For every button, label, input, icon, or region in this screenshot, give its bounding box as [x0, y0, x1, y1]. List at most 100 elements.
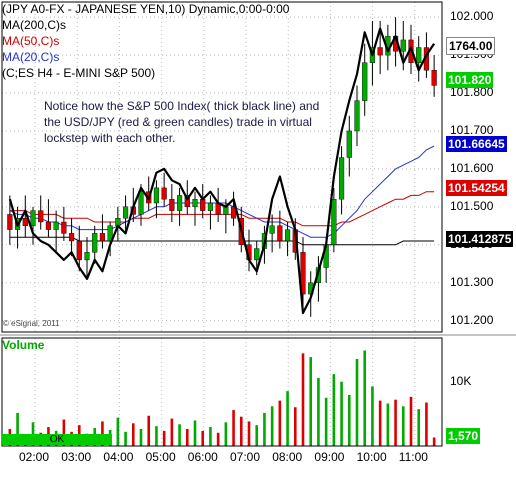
volume-panel-border: [1, 337, 443, 447]
volume-bar: [263, 412, 266, 446]
ma50-price-tag: 101.54254: [446, 180, 507, 196]
ma20-price-tag: 101.66645: [446, 136, 507, 152]
volume-bar: [155, 426, 158, 446]
volume-bar: [209, 427, 212, 446]
volume-bars: [8, 350, 436, 446]
volume-bar: [301, 353, 305, 446]
volume-bar: [216, 432, 220, 446]
volume-bar: [16, 412, 19, 446]
candle-up: [338, 157, 345, 200]
candle-up: [30, 210, 36, 226]
volume-bar: [386, 403, 390, 446]
candle-up: [115, 218, 121, 226]
volume-last-tag: 1,570: [446, 428, 481, 444]
x-tick-label: 11:00: [398, 450, 428, 464]
volume-bar: [394, 399, 397, 446]
candle-down: [61, 221, 67, 234]
volume-bar: [170, 418, 174, 446]
candle-up: [122, 206, 129, 219]
volume-bar: [363, 350, 367, 446]
volume-bar: [371, 386, 374, 446]
candle-down: [184, 195, 190, 208]
candle-down: [277, 225, 283, 242]
candle-up: [223, 206, 229, 215]
volume-bar: [340, 381, 343, 446]
volume-bar: [239, 416, 243, 446]
candle-down: [38, 210, 44, 223]
candle-up: [207, 202, 214, 211]
candle-up: [153, 187, 160, 204]
candle-up: [138, 191, 144, 215]
volume-bar: [417, 409, 421, 446]
x-tick-label: 03:00: [61, 450, 92, 464]
es-last-price-tag: 1764.00: [446, 37, 496, 55]
candle-down: [300, 252, 306, 295]
volume-bar: [201, 430, 205, 446]
volume-bar: [247, 421, 251, 446]
candle-down: [22, 218, 28, 226]
candle-up: [107, 225, 113, 242]
candle-up: [254, 248, 260, 261]
candle-down: [45, 221, 52, 230]
ma50-line: [9, 191, 435, 227]
es-line-series: [8, 27, 436, 315]
x-tick-label: 08:00: [272, 450, 303, 464]
volume-bar: [131, 423, 135, 446]
volume-bar: [332, 374, 336, 446]
candle-up: [53, 221, 59, 230]
legend-ma200: MA(200,C)s: [2, 18, 67, 32]
candle-down: [161, 187, 167, 200]
volume-bar: [355, 359, 359, 446]
volume-bar: [193, 420, 197, 446]
ma20-line: [9, 145, 435, 238]
volume-bar: [62, 419, 66, 446]
moving-average-lines: [9, 145, 435, 246]
volume-bar: [425, 402, 428, 446]
legend-ma20: MA(20,C)s: [2, 50, 60, 64]
y-tick-label: 102.000: [450, 9, 494, 24]
volume-bar: [185, 428, 189, 446]
y-tick-label: 101.500: [450, 198, 494, 213]
legend-es: (C;ES H4 - E-MINI S&P 500): [2, 66, 156, 80]
legend-title: (JPY A0-FX - JAPANESE YEN,10) Dynamic,0:…: [2, 2, 290, 16]
candle-up: [400, 39, 406, 52]
volume-bar: [147, 415, 151, 446]
candle-down: [68, 233, 75, 242]
volume-bar: [124, 431, 127, 446]
candle-up: [362, 62, 368, 101]
ma200-price-tag: 101.412875: [446, 231, 514, 247]
candle-up: [192, 199, 198, 208]
volume-bar: [224, 422, 228, 446]
candle-down: [99, 233, 106, 242]
volume-bar: [309, 357, 313, 446]
volume-bar: [317, 377, 320, 446]
y-tick-label: 101.700: [450, 122, 494, 137]
y-tick-label: 101.800: [450, 85, 494, 100]
candle-up: [176, 195, 183, 211]
grid-lines: [2, 2, 442, 446]
volume-bar: [116, 417, 120, 446]
x-tick-label: 09:00: [314, 450, 345, 464]
candle-down: [76, 240, 82, 261]
last-price-tag: 101.820: [446, 72, 494, 88]
volume-bar: [324, 397, 328, 446]
x-tick-label: 07:00: [230, 450, 261, 464]
volume-bar: [378, 400, 382, 446]
price-panel-border: [1, 1, 443, 333]
candle-up: [416, 47, 422, 63]
volume-bar: [255, 425, 259, 446]
x-tick-label: 05:00: [145, 450, 176, 464]
candle-up: [354, 100, 360, 132]
candle-down: [7, 214, 13, 230]
volume-bar: [101, 421, 104, 446]
volume-bar: [278, 400, 282, 446]
candle-down: [169, 199, 175, 211]
volume-title: Volume: [2, 338, 45, 352]
volume-bar: [232, 410, 235, 446]
candle-down: [431, 70, 437, 86]
x-tick-label: 10:00: [356, 450, 387, 464]
volume-bar: [401, 406, 405, 446]
candle-up: [84, 252, 90, 261]
x-tick-label: 06:00: [187, 450, 218, 464]
